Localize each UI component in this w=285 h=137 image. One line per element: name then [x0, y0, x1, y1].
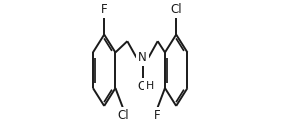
Text: O: O	[138, 80, 147, 93]
Text: Cl: Cl	[117, 109, 129, 122]
Text: Cl: Cl	[170, 3, 182, 16]
Text: N: N	[138, 51, 147, 64]
Text: F: F	[154, 109, 160, 122]
Text: F: F	[101, 3, 107, 16]
Text: H: H	[146, 81, 154, 91]
